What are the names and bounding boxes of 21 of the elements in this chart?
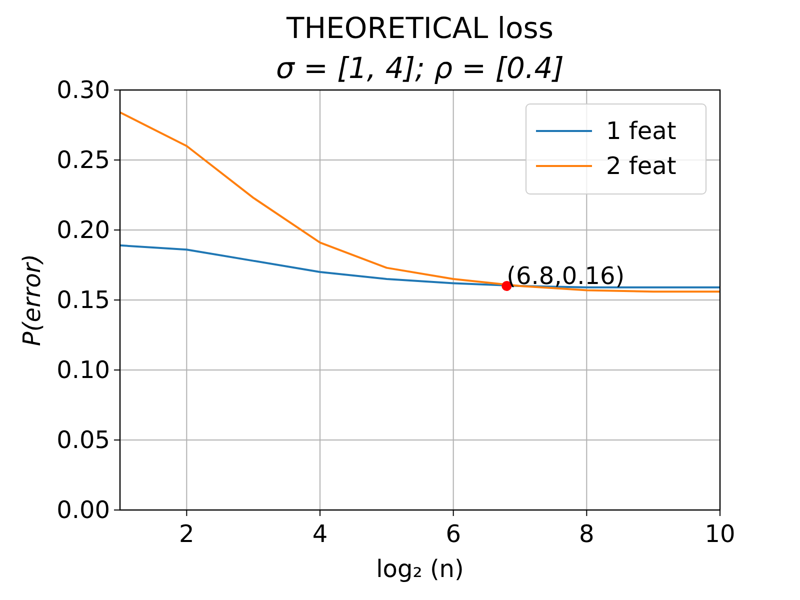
x-tick-label: 8: [579, 520, 594, 548]
y-tick-label: 0.20: [56, 216, 110, 244]
line-series: [119, 111, 721, 293]
y-tick-label: 0.10: [56, 356, 110, 384]
chart-title: THEORETICAL loss: [286, 11, 554, 45]
x-axis-title: log₂ (n): [376, 555, 464, 583]
x-tick-label: 10: [704, 520, 736, 548]
annotation: (6.8,0.16): [506, 262, 625, 290]
y-axis-title: P(error): [18, 254, 46, 346]
legend-label: 1 feat: [606, 117, 676, 145]
y-tick-label: 0.00: [56, 496, 110, 524]
line-series: [119, 244, 721, 288]
legend-label: 2 feat: [606, 152, 676, 180]
chart-subtitle: σ = [1, 4]; ρ = [0.4]: [276, 51, 564, 85]
x-tick-label: 6: [446, 520, 461, 548]
y-tick-label: 0.15: [56, 286, 110, 314]
x-tick-label: 4: [312, 520, 328, 548]
y-tick-label: 0.30: [56, 76, 110, 104]
x-tick-label: 2: [179, 520, 194, 548]
y-tick-label: 0.05: [56, 426, 110, 454]
y-tick-label: 0.25: [56, 146, 110, 174]
